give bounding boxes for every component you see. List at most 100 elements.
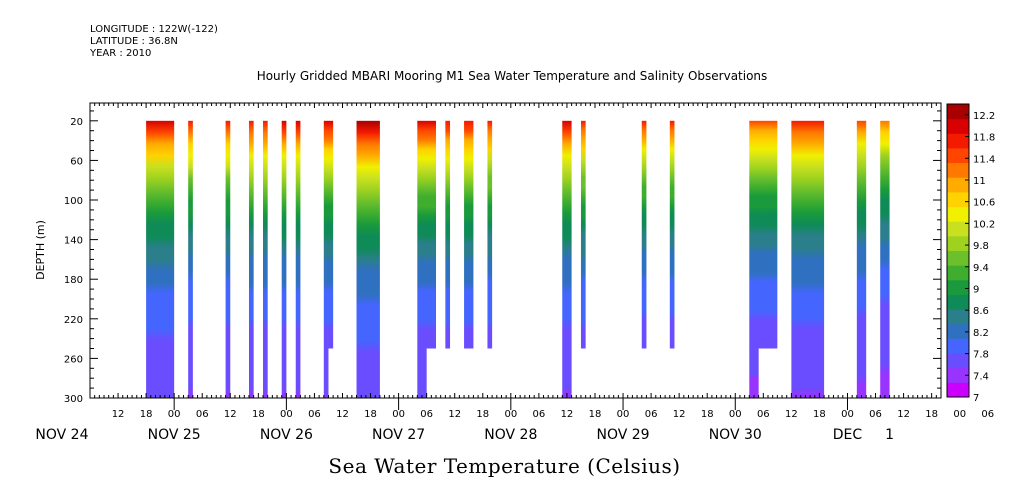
data-column — [641, 120, 647, 349]
x-date-label: DEC — [833, 427, 863, 443]
y-tick-label: 100 — [64, 196, 83, 207]
colorbar-swatch — [947, 382, 969, 398]
colorbar-swatch — [947, 294, 969, 310]
data-column — [188, 120, 193, 399]
colorbar-swatch — [947, 104, 969, 120]
colorbar-tick-label: 11.4 — [973, 154, 995, 165]
colorbar-swatch — [947, 177, 969, 193]
x-hour-tick-label: 12 — [112, 409, 125, 420]
x-hour-tick-label: 18 — [252, 409, 265, 420]
data-column — [562, 120, 572, 399]
x-hour-tick-label: 18 — [476, 409, 489, 420]
data-column — [225, 120, 231, 399]
colorbar-tick-label: 11 — [973, 176, 986, 187]
data-column — [856, 120, 867, 399]
colorbar-swatch — [947, 279, 969, 295]
longitude-label: LONGITUDE : 122W(-122) — [90, 24, 218, 35]
y-tick-label: 20 — [70, 117, 83, 128]
y-tick-label: 60 — [70, 156, 83, 167]
x-hour-tick-label: 06 — [757, 409, 770, 420]
x-axis: 12 18 00 06 12 18 00 06 12 18 00 06 12 18 00 06 12 18 00 06… — [35, 103, 994, 443]
colorbar-frame — [946, 103, 970, 398]
colorbar-swatch — [947, 206, 969, 222]
x-hour-tick-label: 00 — [953, 409, 966, 420]
data-column — [487, 120, 493, 349]
x-hour-tick-label: 18 — [140, 409, 153, 420]
x-hour-tick-label: 12 — [336, 409, 349, 420]
x-hour-tick-label: 12 — [673, 409, 686, 420]
colorbar-tick-label: 8.6 — [973, 306, 989, 317]
data-column — [749, 348, 759, 398]
x-hour-tick-label: 00 — [392, 409, 405, 420]
colorbar-swatch — [947, 133, 969, 149]
metadata-block: LONGITUDE : 122W(-122) LATITUDE : 36.8N … — [90, 24, 218, 60]
y-tick-label: 180 — [64, 275, 83, 286]
x-date-label: NOV 30 — [709, 427, 762, 443]
data-column — [445, 120, 451, 349]
colorbar-tick-label: 7.8 — [973, 350, 989, 361]
x-hour-tick-label: 00 — [617, 409, 630, 420]
data-column — [356, 120, 380, 399]
x-date-label: NOV 29 — [596, 427, 649, 443]
x-hour-tick-label: 06 — [981, 409, 994, 420]
data-columns — [146, 120, 890, 399]
colorbar-tick-label: 10.6 — [973, 198, 995, 209]
x-date-label: NOV 28 — [484, 427, 537, 443]
y-tick-label: 260 — [64, 354, 83, 365]
colorbar-tick-label: 8.2 — [973, 328, 989, 339]
x-hour-tick-label: 18 — [701, 409, 714, 420]
x-date-label: NOV 24 — [35, 427, 88, 443]
data-column — [464, 120, 474, 349]
colorbar-swatch — [947, 250, 969, 266]
x-hour-tick-label: 06 — [308, 409, 321, 420]
colorbar-swatch — [947, 162, 969, 178]
data-column — [323, 120, 334, 349]
year-label: YEAR : 2010 — [90, 48, 152, 59]
colorbar-swatch — [947, 338, 969, 354]
data-column — [880, 120, 890, 399]
colorbar-swatch — [947, 191, 969, 208]
colorbar-swatch — [947, 353, 969, 369]
data-column — [417, 120, 437, 349]
colorbar-tick-label: 11.8 — [973, 133, 995, 144]
x-hour-tick-label: 00 — [168, 409, 181, 420]
y-axis: 20 60 100 140 180 220 260 300 — [64, 110, 941, 405]
colorbar-swatch — [947, 221, 969, 237]
colorbar-swatch — [947, 118, 969, 134]
colorbar-tick-label: 7 — [973, 393, 979, 404]
colorbar-tick-label: 9.4 — [973, 263, 989, 274]
data-column — [749, 120, 778, 349]
x-hour-tick-label: 18 — [589, 409, 602, 420]
chart-title: Hourly Gridded MBARI Mooring M1 Sea Wate… — [257, 69, 768, 83]
x-hour-tick-label: 06 — [869, 409, 882, 420]
data-column — [669, 120, 675, 349]
x-hour-tick-label: 00 — [280, 409, 293, 420]
colorbar-swatch — [947, 235, 969, 251]
x-hour-tick-label: 00 — [729, 409, 742, 420]
colorbar-swatch — [947, 367, 969, 383]
data-column — [323, 348, 329, 398]
data-column — [295, 120, 301, 399]
colorbar-tick-label: 10.2 — [973, 219, 995, 230]
x-hour-tick-label: 12 — [897, 409, 910, 420]
x-date-label: NOV 27 — [372, 427, 425, 443]
data-column — [248, 120, 254, 399]
data-column — [791, 120, 825, 399]
colorbar-tick-label: 7.4 — [973, 371, 989, 382]
data-column — [263, 120, 268, 399]
x-hour-tick-label: 12 — [448, 409, 461, 420]
x-hour-tick-label: 18 — [925, 409, 938, 420]
x-hour-tick-label: 06 — [533, 409, 546, 420]
colorbar-swatch — [947, 309, 969, 325]
x-hour-tick-label: 06 — [645, 409, 658, 420]
y-axis-label: DEPTH (m) — [34, 220, 47, 280]
variable-title: Sea Water Temperature (Celsius) — [328, 454, 681, 478]
x-hour-tick-label: 18 — [364, 409, 377, 420]
x-hour-tick-label: 06 — [196, 409, 209, 420]
latitude-label: LATITUDE : 36.8N — [90, 36, 178, 47]
y-tick-label: 140 — [64, 236, 83, 247]
colorbar-tick-label: 9 — [973, 284, 979, 295]
colorbar-tick-label: 12.2 — [973, 111, 995, 122]
data-column — [417, 348, 427, 398]
